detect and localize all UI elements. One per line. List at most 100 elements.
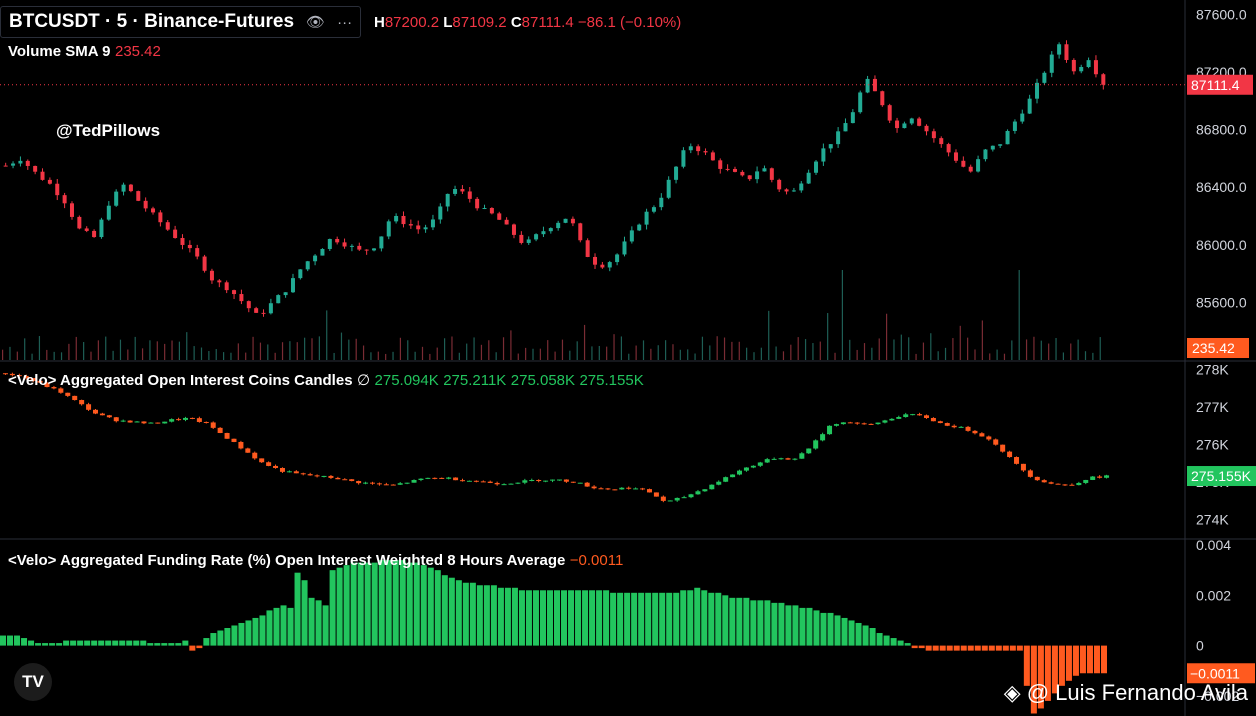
oi-tick-label: 276K — [1196, 436, 1229, 452]
funding-bar — [420, 565, 427, 646]
volume-bar — [1077, 339, 1079, 360]
price-candle — [453, 189, 458, 194]
oi-candle — [148, 422, 154, 424]
funding-bar — [91, 640, 98, 646]
volume-bar — [635, 345, 637, 360]
oi-candle — [806, 448, 812, 454]
price-candle — [349, 245, 354, 247]
volume-bar — [642, 340, 645, 360]
volume-bar — [488, 340, 490, 360]
oi-candle — [72, 395, 78, 401]
funding-bar — [175, 643, 182, 646]
funding-bar — [280, 605, 287, 646]
funding-bar — [77, 640, 84, 646]
oi-candle — [446, 477, 452, 479]
funding-bar — [21, 638, 28, 646]
price-candle — [254, 308, 259, 313]
oi-candle — [162, 421, 168, 424]
volume-value: 235.42 — [114, 43, 161, 60]
price-candle — [327, 239, 332, 249]
funding-bar — [476, 585, 483, 646]
more-dots-icon[interactable]: ··· — [337, 13, 353, 31]
funding-bar — [918, 645, 925, 649]
volume-bar — [289, 341, 291, 360]
funding-bar — [497, 587, 504, 646]
funding-bar — [532, 590, 539, 646]
tradingview-logo[interactable]: TV — [14, 663, 52, 701]
funding-tick-label: −0.002 — [1196, 688, 1239, 704]
price-candle — [151, 208, 156, 213]
volume-bar — [119, 339, 122, 360]
funding-bar — [462, 582, 469, 646]
price-candle — [946, 144, 951, 153]
oi-legend[interactable]: <Velo> Aggregated Open Interest Coins Ca… — [8, 371, 644, 390]
price-candle — [1020, 113, 1025, 122]
price-candle — [497, 213, 502, 220]
volume-bar — [215, 349, 217, 360]
volume-bar — [1011, 340, 1013, 360]
funding-legend[interactable]: <Velo> Aggregated Funding Rate (%) Open … — [8, 552, 623, 570]
volume-bar — [1048, 343, 1050, 360]
funding-bar — [336, 567, 343, 646]
volume-bar — [782, 351, 785, 360]
price-candle — [106, 205, 111, 220]
oi-candle — [494, 482, 500, 485]
oi-candle — [23, 375, 29, 379]
volume-bar — [127, 349, 129, 360]
price-candle — [887, 105, 892, 121]
volume-bar — [333, 352, 335, 360]
symbol-label[interactable]: BTCUSDT · 5 · Binance-Futures — [9, 11, 295, 32]
funding-bar — [238, 622, 245, 646]
symbol-box[interactable]: BTCUSDT · 5 · Binance-Futures 👁 ··· — [0, 6, 362, 38]
price-candle — [578, 223, 583, 241]
oi-candle — [300, 473, 306, 475]
volume-bar — [385, 353, 387, 360]
volume-bar — [421, 346, 424, 360]
price-candle — [615, 254, 620, 263]
funding-bar — [140, 640, 147, 646]
funding-bar — [266, 610, 273, 646]
volume-bar — [407, 340, 409, 360]
price-candle — [902, 123, 907, 129]
price-candle — [784, 189, 789, 192]
volume-bar — [981, 320, 983, 360]
price-candle — [651, 207, 656, 212]
funding-bar — [308, 597, 315, 646]
funding-value: −0.0011 — [569, 552, 624, 569]
price-candle — [467, 191, 472, 199]
volume-bar — [274, 352, 276, 360]
volume-legend[interactable]: Volume SMA 9 235.42 — [8, 43, 161, 61]
price-candle — [865, 78, 870, 93]
volume-bar — [701, 336, 704, 360]
funding-bar — [1051, 645, 1058, 694]
oi-candle — [432, 477, 438, 479]
price-candle — [158, 212, 163, 223]
volume-bar — [31, 353, 33, 360]
oi-candle — [688, 494, 694, 498]
volume-bar — [414, 351, 416, 360]
volume-bar — [451, 336, 453, 360]
volume-bar — [937, 351, 939, 360]
volume-bar — [245, 352, 247, 360]
price-candle — [659, 197, 664, 208]
volume-bar — [974, 349, 976, 360]
funding-bar — [1072, 645, 1079, 676]
funding-bar — [603, 590, 610, 646]
eye-icon[interactable]: 👁 — [306, 14, 326, 31]
funding-bar — [904, 643, 911, 646]
oi-candle — [473, 480, 479, 482]
volume-tag-text: 235.42 — [1192, 340, 1235, 356]
price-candle — [401, 215, 406, 225]
price-candle — [1012, 121, 1017, 131]
oi-candle — [2, 373, 8, 375]
volume-bar — [517, 353, 519, 360]
oi-value-open: 275.094K — [374, 372, 439, 389]
price-candle — [1035, 82, 1040, 99]
funding-bar — [112, 640, 119, 646]
oi-candle — [709, 484, 715, 490]
funding-bar — [687, 590, 694, 646]
oi-candle — [702, 489, 708, 492]
funding-bar — [70, 640, 77, 646]
price-candle — [209, 270, 214, 281]
